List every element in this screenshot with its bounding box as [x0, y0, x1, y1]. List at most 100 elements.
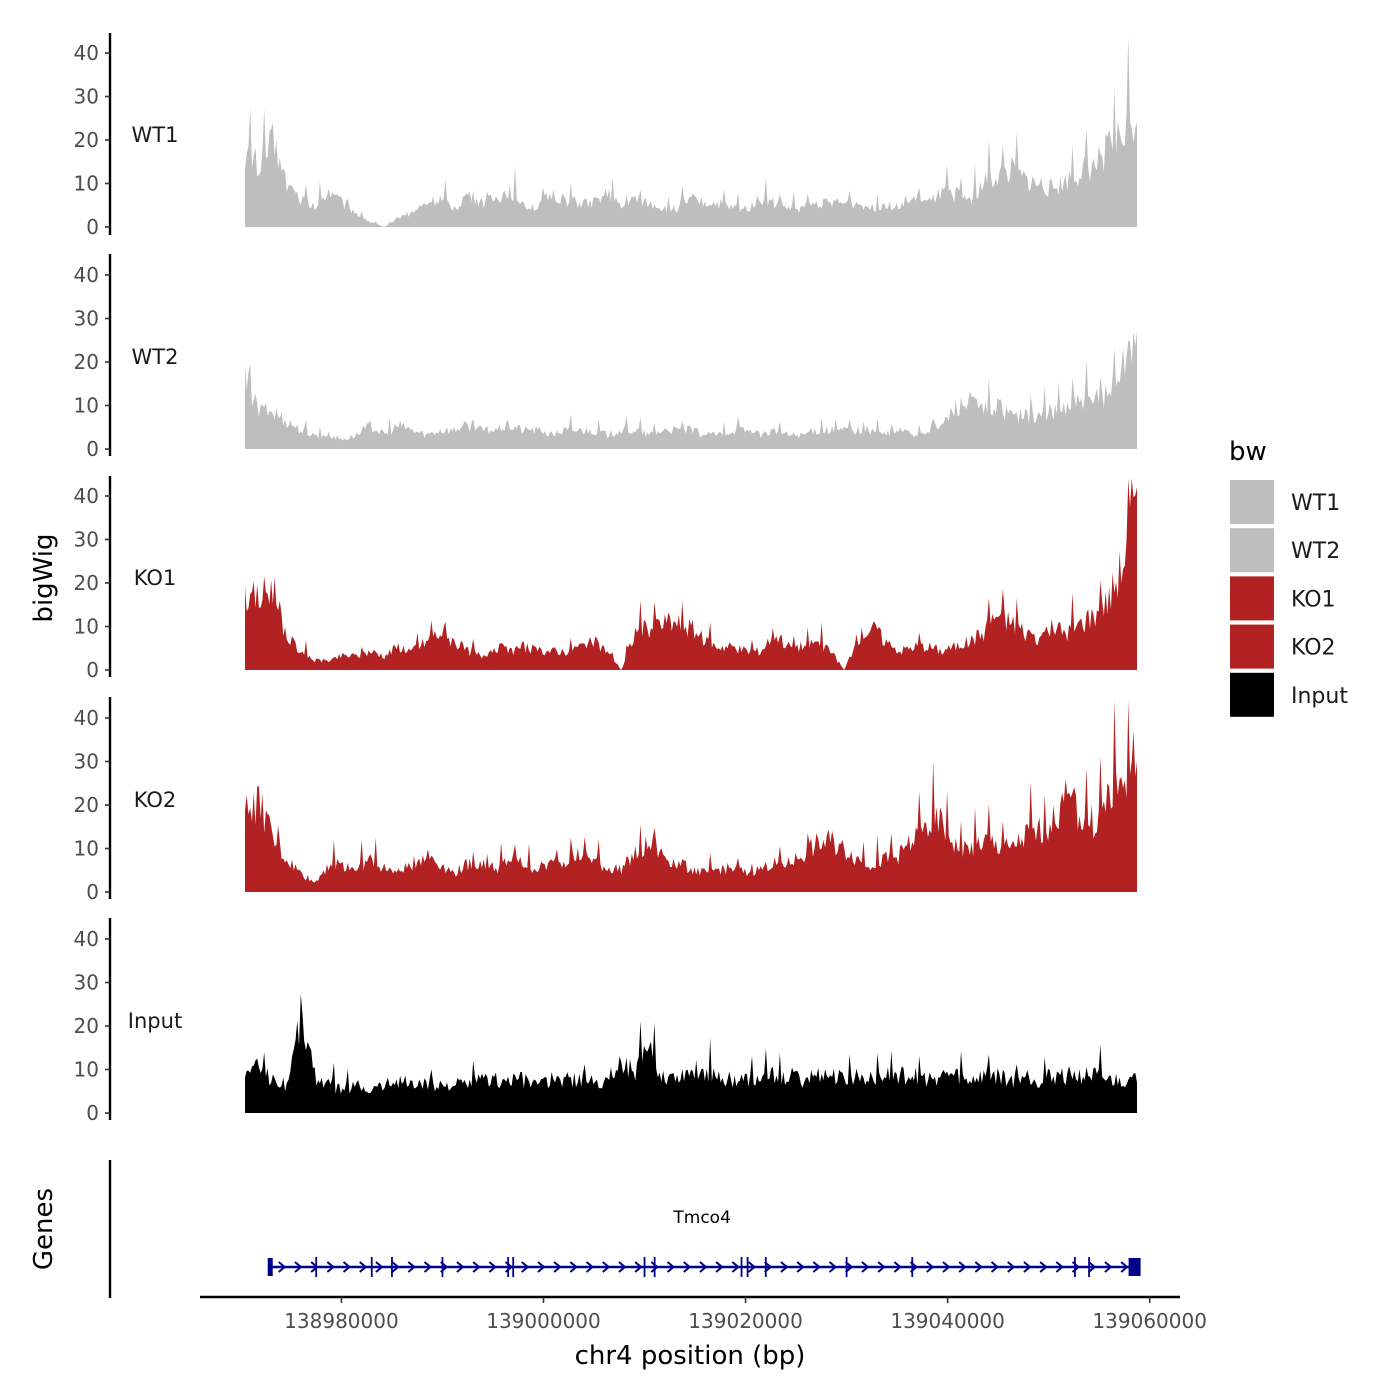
- y-tick-label: 20: [74, 128, 99, 152]
- legend-label-wt1: WT1: [1291, 491, 1340, 516]
- strand-arrow: [569, 1261, 578, 1273]
- y-tick-label: 40: [74, 41, 99, 65]
- legend-title: bw: [1229, 437, 1267, 467]
- y-tick-label: 40: [74, 263, 99, 287]
- strand-arrow: [391, 1261, 400, 1273]
- strand-arrow: [488, 1261, 497, 1273]
- strand-arrow: [1104, 1261, 1113, 1273]
- strand-arrow: [780, 1261, 789, 1273]
- y-tick-label: 10: [74, 837, 99, 861]
- coverage-area-wt2: [245, 331, 1137, 449]
- strand-arrow: [650, 1261, 659, 1273]
- legend-label-input: Input: [1291, 684, 1348, 709]
- x-tick-label: 139020000: [688, 1309, 803, 1333]
- strand-arrow: [699, 1261, 708, 1273]
- legend-key-wt1: [1230, 480, 1274, 524]
- y-axis-title: bigWig: [29, 533, 59, 622]
- x-tick-label: 138980000: [284, 1309, 399, 1333]
- strand-arrow: [731, 1261, 740, 1273]
- legend-key-ko1: [1230, 576, 1274, 621]
- legend-label-ko2: KO2: [1291, 636, 1336, 661]
- y-tick-label: 20: [74, 793, 99, 817]
- strand-arrow: [1007, 1261, 1016, 1273]
- legend-label-ko1: KO1: [1291, 587, 1336, 612]
- legend-key-ko2: [1230, 624, 1274, 669]
- coverage-area-ko1: [245, 478, 1137, 670]
- y-tick-label: 20: [74, 571, 99, 595]
- x-axis-title: chr4 position (bp): [575, 1341, 806, 1371]
- strand-arrow: [990, 1261, 1000, 1273]
- strand-arrow: [1023, 1261, 1032, 1273]
- strand-arrow: [893, 1261, 902, 1273]
- strand-arrow: [974, 1261, 983, 1273]
- strand-arrow: [602, 1261, 611, 1273]
- strand-arrow: [796, 1261, 805, 1273]
- strand-arrow: [553, 1261, 562, 1273]
- y-tick-label: 0: [86, 880, 99, 904]
- track-label-input: Input: [128, 1009, 182, 1033]
- strand-arrow: [634, 1261, 643, 1273]
- strand-arrow: [537, 1261, 546, 1273]
- strand-arrow: [715, 1261, 724, 1273]
- strand-arrow: [375, 1261, 384, 1273]
- coverage-area-wt1: [245, 36, 1137, 227]
- track-label-wt2: WT2: [132, 345, 179, 369]
- strand-arrow: [861, 1261, 870, 1273]
- track-label-ko2: KO2: [134, 788, 177, 812]
- y-tick-label: 0: [86, 1101, 99, 1125]
- strand-arrow: [1120, 1261, 1129, 1273]
- strand-arrow: [942, 1261, 951, 1273]
- strand-arrow: [423, 1261, 433, 1273]
- strand-arrow: [342, 1261, 352, 1273]
- strand-arrow: [747, 1261, 757, 1273]
- strand-arrow: [926, 1261, 935, 1273]
- strand-arrow: [407, 1261, 416, 1273]
- y-tick-label: 10: [74, 1058, 99, 1082]
- strand-arrow: [958, 1261, 967, 1273]
- y-tick-label: 10: [74, 394, 99, 418]
- strand-arrow: [359, 1261, 368, 1273]
- strand-arrow: [683, 1261, 692, 1273]
- strand-arrow: [472, 1261, 481, 1273]
- y-tick-label: 0: [86, 437, 99, 461]
- x-tick-label: 139000000: [486, 1309, 601, 1333]
- y-tick-label: 0: [86, 215, 99, 239]
- track-label-ko1: KO1: [134, 566, 177, 590]
- x-tick-label: 139040000: [890, 1309, 1005, 1333]
- strand-arrow: [456, 1261, 465, 1273]
- strand-arrow: [294, 1261, 303, 1273]
- gene-exon-block: [1128, 1258, 1141, 1276]
- strand-arrow: [845, 1261, 854, 1273]
- coverage-area-input: [245, 993, 1137, 1113]
- y-tick-label: 10: [74, 615, 99, 639]
- track-label-wt1: WT1: [132, 123, 179, 147]
- y-tick-label: 10: [74, 172, 99, 196]
- gene-track-label: Genes: [29, 1188, 59, 1270]
- strand-arrow: [618, 1261, 627, 1273]
- y-tick-label: 40: [74, 706, 99, 730]
- strand-arrow: [666, 1261, 676, 1273]
- y-tick-label: 0: [86, 658, 99, 682]
- strand-arrow: [585, 1261, 595, 1273]
- legend-key-wt2: [1230, 528, 1274, 573]
- strand-arrow: [278, 1261, 287, 1273]
- y-tick-label: 20: [74, 1014, 99, 1038]
- strand-arrow: [326, 1261, 335, 1273]
- strand-arrow: [812, 1261, 821, 1273]
- x-tick-label: 139060000: [1092, 1309, 1207, 1333]
- legend-key-input: [1230, 672, 1274, 717]
- coverage-area-ko2: [245, 700, 1137, 892]
- y-tick-label: 40: [74, 484, 99, 508]
- y-tick-label: 30: [74, 971, 99, 995]
- strand-arrow: [1088, 1261, 1097, 1273]
- gene-exon-block: [267, 1258, 273, 1276]
- y-tick-label: 30: [74, 750, 99, 774]
- strand-arrow: [521, 1261, 530, 1273]
- strand-arrow: [828, 1261, 838, 1273]
- strand-arrow: [1055, 1261, 1064, 1273]
- legend-label-wt2: WT2: [1291, 539, 1340, 564]
- strand-arrow: [877, 1261, 886, 1273]
- strand-arrow: [1039, 1261, 1048, 1273]
